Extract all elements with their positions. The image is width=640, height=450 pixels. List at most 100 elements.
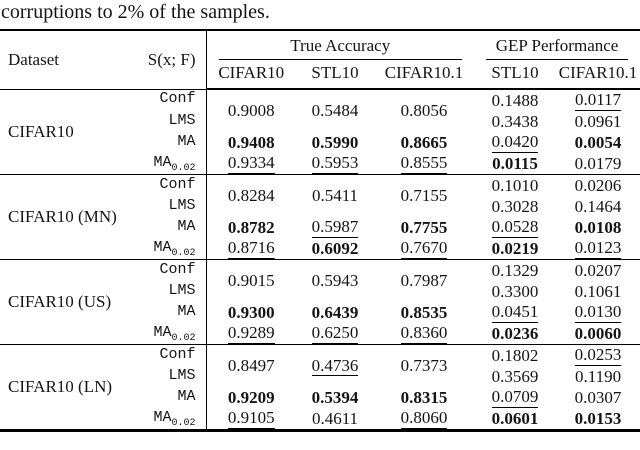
- cell-value: 0.5484: [311, 101, 359, 120]
- acc-cell: 0.9105: [206, 408, 296, 431]
- score-label-ma: MA: [128, 132, 207, 153]
- cell-value: 0.8716: [227, 238, 275, 259]
- gep-cell: 0.1010: [474, 174, 557, 196]
- cell-value: 0.9300: [227, 302, 275, 322]
- gep-cell: 0.0115: [474, 153, 556, 175]
- score-subscript: 0.02: [171, 162, 196, 174]
- score-label-ma: MA: [128, 387, 207, 408]
- score-label-ma002: MA0.02: [128, 408, 207, 431]
- cell-value: 0.1802: [491, 345, 539, 365]
- cell-value: 0.8535: [400, 302, 448, 322]
- acc-cell: 0.5484: [296, 88, 374, 132]
- cell-value: 0.9408: [227, 132, 275, 152]
- acc-cell: 0.6092: [296, 238, 374, 260]
- gep-cell: 0.0060: [556, 323, 640, 345]
- col-header-acc-cifar10: CIFAR10: [206, 60, 296, 90]
- table-row: LMS 0.3300 0.1061: [0, 281, 640, 302]
- gep-cell: 0.1190: [556, 366, 640, 387]
- cell-value: 0.3300: [491, 281, 539, 301]
- gep-cell: 0.0601: [474, 408, 556, 431]
- score-label-lms: LMS: [128, 111, 207, 132]
- cell-value: 0.0179: [574, 153, 622, 173]
- cell-value: 0.0253: [574, 345, 622, 366]
- cell-value: 0.8284: [227, 186, 275, 205]
- gep-cell: 0.0236: [474, 323, 556, 345]
- acc-cell: 0.7373: [374, 344, 475, 387]
- group-header-true-accuracy: True Accuracy: [206, 29, 475, 60]
- gep-cell: 0.0307: [556, 387, 640, 408]
- results-table: Dataset S(x; F) True Accuracy GEP Perfor…: [0, 29, 640, 432]
- dataset-label: CIFAR10 (US): [0, 259, 128, 345]
- acc-cell: 0.8315: [374, 387, 474, 408]
- cell-value: 0.7987: [400, 271, 448, 290]
- score-label-text: Conf: [159, 260, 196, 278]
- cell-value: 0.7373: [400, 356, 448, 375]
- cell-value: 0.9209: [227, 387, 275, 407]
- acc-cell: 0.8555: [374, 153, 474, 175]
- cell-value: 0.0060: [574, 323, 622, 343]
- cell-value: 0.4611: [311, 408, 359, 428]
- acc-cell: 0.8360: [374, 323, 474, 345]
- acc-cell: 0.7755: [374, 217, 474, 238]
- gep-cell: 0.1802: [474, 344, 557, 366]
- col-header-gep-stl10: STL10: [474, 60, 557, 90]
- group-header-gep-performance-label: GEP Performance: [486, 31, 629, 60]
- cell-value: 0.5394: [311, 387, 359, 407]
- gep-cell: 0.0123: [556, 238, 640, 260]
- score-label-ma: MA: [128, 217, 207, 238]
- acc-cell: 0.5394: [296, 387, 374, 408]
- cell-value: 0.9008: [227, 101, 275, 120]
- gep-cell: 0.0153: [556, 408, 640, 431]
- gep-cell: 0.0054: [556, 132, 640, 153]
- cell-value: 0.7755: [400, 217, 448, 237]
- score-subscript: 0.02: [171, 332, 196, 344]
- cell-value: 0.0528: [491, 217, 539, 238]
- cell-value: 0.0153: [574, 408, 622, 428]
- cell-value: 0.9289: [227, 323, 275, 344]
- acc-cell: 0.7987: [374, 259, 475, 302]
- score-label-conf: Conf: [128, 259, 207, 281]
- cell-value: 0.1488: [491, 90, 539, 110]
- cell-value: 0.0206: [574, 175, 622, 195]
- gep-cell: 0.1061: [556, 281, 640, 302]
- cell-value: 0.0207: [574, 260, 622, 280]
- cell-value: 0.0117: [574, 90, 622, 111]
- gep-cell: 0.3438: [474, 111, 556, 132]
- group-header-gep-performance: GEP Performance: [474, 29, 640, 60]
- cell-value: 0.7670: [400, 238, 448, 259]
- cell-value: 0.1329: [491, 260, 539, 280]
- gep-cell: 0.0451: [474, 302, 556, 323]
- score-label-ma002: MA0.02: [128, 153, 207, 175]
- sub-header-row: CIFAR10 STL10 CIFAR10.1 STL10 CIFAR10.1: [0, 60, 640, 90]
- cell-value: 0.0219: [491, 238, 539, 258]
- gep-cell: 0.1329: [474, 259, 557, 281]
- acc-cell: 0.4736: [296, 344, 374, 387]
- gep-cell: 0.0207: [556, 259, 640, 281]
- dataset-block-cifar10: CIFAR10 Conf 0.9008 0.5484 0.8056 0.1488…: [0, 88, 640, 175]
- dataset-block-cifar10-ln: CIFAR10 (LN) Conf 0.8497 0.4736 0.7373 0…: [0, 344, 640, 431]
- cell-value: 0.0115: [492, 153, 538, 173]
- table-row: MA0.02 0.9105 0.4611 0.8060 0.0601 0.015…: [0, 408, 640, 431]
- acc-cell: 0.8497: [206, 344, 296, 387]
- cell-value: 0.3438: [491, 111, 539, 131]
- gep-cell: 0.0420: [474, 132, 556, 153]
- col-header-score-function: S(x; F): [128, 29, 207, 89]
- cell-value: 0.9105: [227, 408, 275, 429]
- acc-cell: 0.8056: [374, 88, 475, 132]
- cell-value: 0.5987: [311, 217, 359, 238]
- acc-cell: 0.9209: [206, 387, 296, 408]
- gep-cell: 0.0130: [556, 302, 640, 323]
- score-label-text: MA: [177, 387, 196, 405]
- score-label-conf: Conf: [128, 174, 207, 196]
- gep-cell: 0.0117: [556, 88, 640, 111]
- cell-value: 0.3569: [491, 366, 539, 386]
- score-subscript: 0.02: [171, 417, 196, 429]
- cell-value: 0.1464: [574, 196, 622, 216]
- table-row: MA 0.9300 0.6439 0.8535 0.0451 0.0130: [0, 302, 640, 323]
- cell-value: 0.0236: [491, 323, 539, 343]
- gep-cell: 0.0709: [474, 387, 556, 408]
- table-row: MA0.02 0.9289 0.6250 0.8360 0.0236 0.006…: [0, 323, 640, 345]
- table-row: CIFAR10 (LN) Conf 0.8497 0.4736 0.7373 0…: [0, 344, 640, 431]
- gep-cell: 0.3300: [474, 281, 556, 302]
- table-row: MA0.02 0.9334 0.5953 0.8555 0.0115 0.017…: [0, 153, 640, 175]
